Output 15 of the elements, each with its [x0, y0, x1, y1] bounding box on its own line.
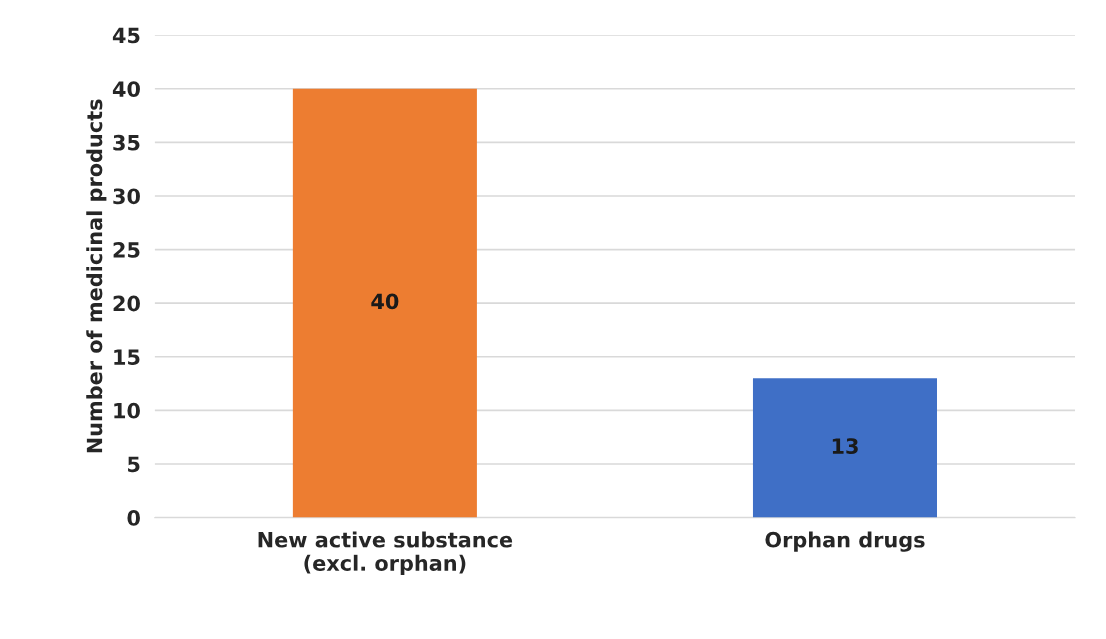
data-label: 13	[832, 438, 858, 454]
y-tick-label: 15	[114, 349, 140, 365]
y-tick-label: 45	[112, 27, 140, 44]
y-tick-label: 25	[113, 242, 140, 258]
y-tick-label: 0	[127, 510, 140, 526]
x-tick-label: Orphan drugs	[765, 531, 925, 552]
y-tick-label: 10	[114, 402, 140, 419]
y-tick-label: 20	[113, 295, 140, 312]
y-axis-title: Number of medicinal products	[86, 99, 107, 453]
y-tick-label: 35	[113, 134, 140, 151]
data-label: 40	[371, 293, 399, 310]
x-tick-label: New active substance (excl. orphan)	[258, 531, 513, 575]
y-tick-label: 30	[113, 188, 140, 205]
y-tick-label: 5	[128, 456, 140, 473]
y-tick-label: 40	[112, 81, 140, 97]
